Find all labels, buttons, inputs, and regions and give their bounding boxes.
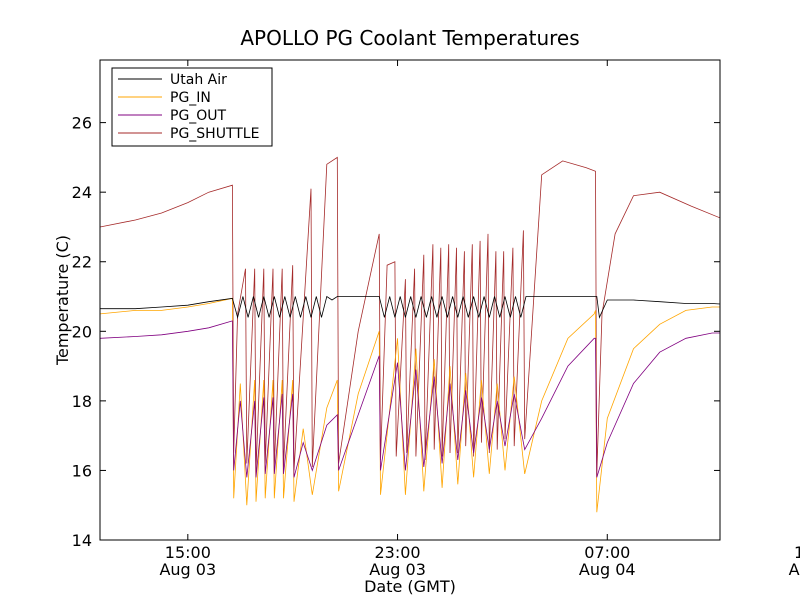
y-axis-label: Temperature (C)	[53, 235, 72, 366]
legend-label-pg-out: PG_OUT	[170, 108, 227, 124]
legend: Utah Air PG_IN PG_OUT PG_SHUTTLE	[111, 67, 273, 147]
x-tick-label-time: 07:00	[584, 543, 630, 562]
x-axis-label: Date (GMT)	[364, 577, 456, 596]
y-tick-label: 26	[72, 114, 92, 133]
x-tick-label-date: Aug 03	[159, 560, 216, 579]
x-tick-label-date: Aug 03	[369, 560, 426, 579]
y-tick-label: 16	[72, 461, 92, 480]
y-tick-label: 14	[72, 531, 92, 550]
x-tick-label-time: 15:00	[165, 543, 211, 562]
legend-label-utah-air: Utah Air	[170, 72, 227, 88]
x-tick-label-time: 23:00	[374, 543, 420, 562]
series-layer	[100, 156, 720, 513]
series-line-pg-shuttle	[100, 156, 720, 474]
legend-label-pg-shuttle: PG_SHUTTLE	[170, 126, 259, 142]
x-tick-label-date: Aug 04	[789, 560, 800, 579]
series-line-utah-air	[100, 295, 720, 319]
y-tick-label: 18	[72, 392, 92, 411]
y-tick-label: 22	[72, 253, 92, 272]
y-tick-label: 24	[72, 183, 92, 202]
y-tick-label: 20	[72, 322, 92, 341]
x-tick-label-date: Aug 04	[579, 560, 636, 579]
x-tick-label-time: 15:00	[794, 543, 800, 562]
series-line-pg-out	[100, 320, 720, 478]
plot-frame	[99, 59, 721, 541]
legend-label-pg-in: PG_IN	[170, 90, 211, 106]
chart-title: APOLLO PG Coolant Temperatures	[240, 26, 579, 50]
